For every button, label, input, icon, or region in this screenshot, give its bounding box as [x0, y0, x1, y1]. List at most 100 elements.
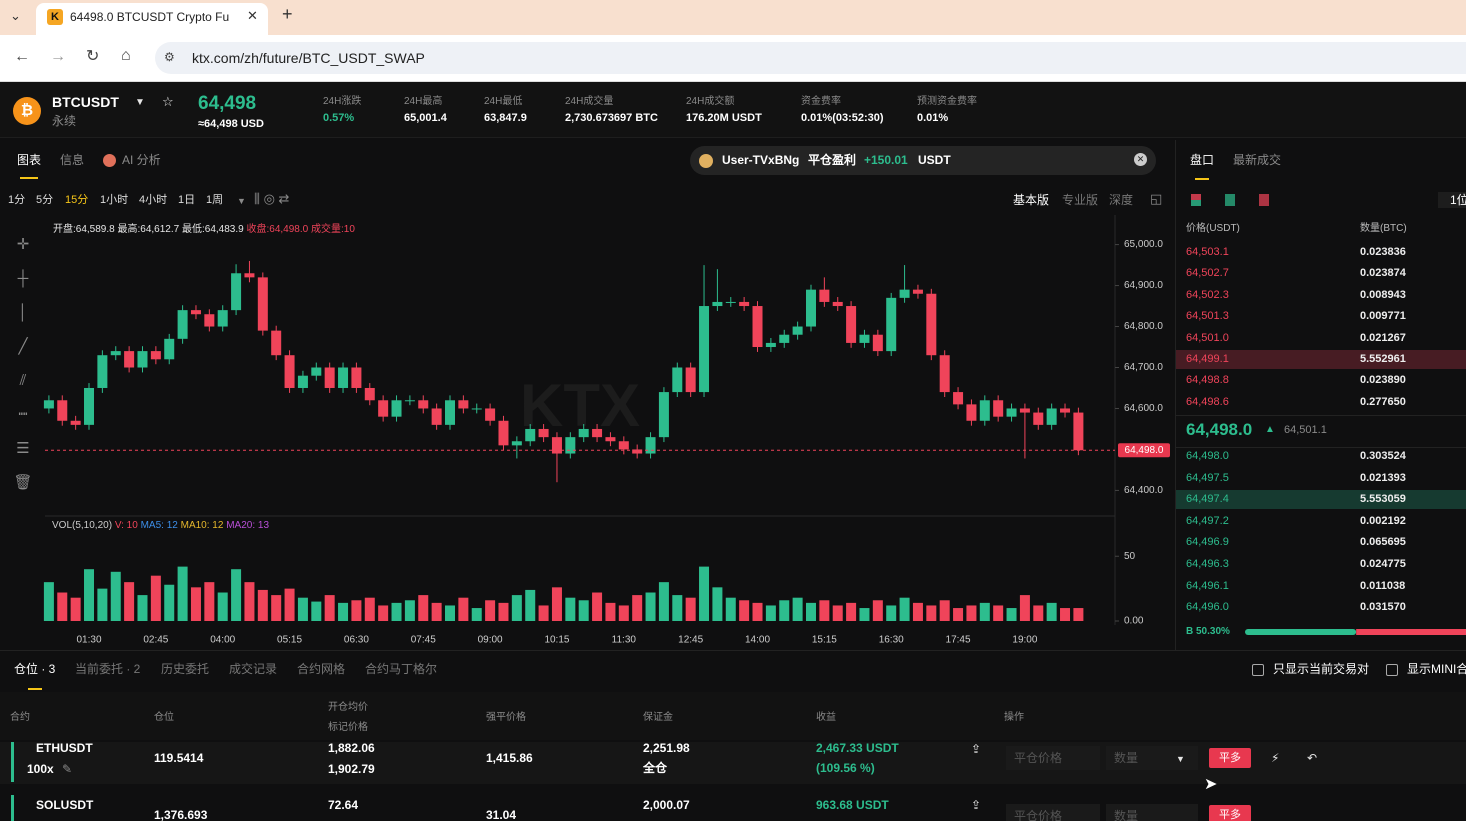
book-price[interactable]: 64,502.3: [1186, 288, 1229, 301]
tab-close[interactable]: ✕: [247, 8, 258, 23]
book-price[interactable]: 64,496.9: [1186, 536, 1229, 549]
position-symbol[interactable]: SOLUSDT: [36, 798, 94, 812]
position-symbol[interactable]: ETHUSDT: [36, 742, 93, 755]
interval[interactable]: 5分: [36, 194, 54, 206]
site-info[interactable]: ⚙: [164, 50, 175, 64]
view-tab[interactable]: 基本版: [1013, 193, 1050, 207]
book-mode[interactable]: [1191, 194, 1201, 206]
close-button[interactable]: 平多: [1209, 805, 1251, 821]
book-price[interactable]: 64,503.1: [1186, 246, 1229, 258]
candle-body: [792, 326, 803, 335]
reload-button[interactable]: ↻: [86, 48, 100, 65]
interval[interactable]: 1日: [178, 194, 196, 206]
book-tab[interactable]: 盘口: [1190, 153, 1215, 167]
ai-icon: [103, 154, 116, 167]
candle-body: [725, 301, 736, 303]
drawing-tools[interactable]: ✛ ┼ │ ╱ ⫽ ┉ ☰ 🗑: [13, 236, 33, 491]
symbol[interactable]: BTCUSDT: [52, 94, 119, 110]
candle-body: [859, 334, 870, 343]
share[interactable]: ⇪: [971, 798, 982, 812]
qty-dropdown[interactable]: ▼: [1176, 754, 1185, 764]
col-header: 保证金: [643, 712, 673, 723]
symbol-dropdown[interactable]: ▼: [135, 97, 145, 108]
chart-tab[interactable]: AI 分析: [122, 153, 161, 167]
candle-body: [979, 400, 990, 421]
back-button[interactable]: ←: [14, 48, 30, 65]
view-tab[interactable]: 专业版: [1062, 193, 1099, 207]
chart-tools[interactable]: ⫼ ◎ ⇄: [254, 191, 290, 206]
notice-close[interactable]: ✕: [1134, 153, 1147, 166]
reverse[interactable]: ↶: [1307, 751, 1318, 765]
new-tab[interactable]: +: [282, 4, 293, 24]
volume-bar: [685, 597, 696, 621]
book-price[interactable]: 64,498.0: [1186, 450, 1229, 462]
stat-label: 24H成交量: [565, 96, 614, 107]
browser-tab[interactable]: [36, 3, 268, 35]
tab-list-button[interactable]: ⌄: [10, 8, 21, 23]
position-tab[interactable]: 合约网格: [297, 662, 346, 676]
book-mode[interactable]: [1225, 194, 1235, 206]
book-price[interactable]: 64,496.3: [1186, 558, 1229, 570]
forward-button[interactable]: →: [50, 48, 66, 65]
position-tab[interactable]: 当前委托 · 2: [75, 662, 141, 676]
qty-input[interactable]: 数量: [1106, 746, 1198, 770]
book-price[interactable]: 64,498.6: [1186, 395, 1229, 408]
qty-input[interactable]: 数量: [1106, 804, 1198, 821]
precision-select[interactable]: 1位: [1438, 192, 1466, 208]
volume-bar: [177, 566, 188, 621]
volume-bar: [311, 601, 322, 621]
interval[interactable]: 1分: [8, 194, 26, 206]
volume-bar: [271, 595, 282, 621]
interval[interactable]: 1小时: [100, 194, 129, 206]
book-price[interactable]: 64,496.1: [1186, 579, 1229, 592]
x-tick-label: 15:15: [812, 635, 837, 646]
share[interactable]: ⇪: [971, 742, 982, 756]
book-mode[interactable]: [1259, 194, 1269, 206]
book-price[interactable]: 64,501.3: [1186, 310, 1229, 323]
ohlc-volume: 成交量:10: [311, 224, 355, 235]
interval-more[interactable]: ▼: [237, 196, 246, 206]
filter-checkbox[interactable]: [1386, 664, 1398, 676]
volume-bar: [244, 582, 255, 621]
entry-price: 1,882.06: [328, 742, 375, 755]
favorite-star[interactable]: ☆: [162, 94, 174, 109]
book-price[interactable]: 64,497.2: [1186, 514, 1229, 527]
volume-bar: [979, 602, 990, 621]
close-price-input[interactable]: 平仓价格: [1006, 804, 1100, 821]
book-price[interactable]: 64,501.0: [1186, 331, 1229, 344]
volume-bar: [471, 608, 482, 621]
chart-tab[interactable]: 图表: [17, 153, 42, 167]
book-price[interactable]: 64,502.7: [1186, 267, 1229, 280]
position-tab[interactable]: 合约马丁格尔: [365, 662, 438, 676]
last-price: 64,498: [198, 93, 257, 114]
volume-bar: [792, 597, 803, 621]
position-tab[interactable]: 仓位 · 3: [14, 662, 56, 676]
margin: 2,251.98: [643, 742, 690, 755]
close-price-input[interactable]: 平仓价格: [1006, 746, 1100, 770]
book-price[interactable]: 64,498.8: [1186, 374, 1229, 387]
filter-checkbox[interactable]: [1252, 664, 1264, 676]
book-price[interactable]: 64,496.0: [1186, 601, 1229, 614]
close-button[interactable]: 平多: [1209, 748, 1251, 768]
url-box[interactable]: [155, 42, 1466, 74]
volume-bar: [445, 605, 455, 621]
volume-bar: [752, 602, 763, 621]
fullscreen[interactable]: ◱: [1150, 191, 1163, 206]
book-price[interactable]: 64,497.5: [1186, 471, 1229, 484]
volume-bar: [297, 597, 308, 621]
flash-close[interactable]: ⚡: [1271, 751, 1280, 765]
position-tab[interactable]: 历史委托: [161, 662, 210, 676]
volume-bar: [525, 589, 536, 621]
position-tab[interactable]: 成交记录: [229, 662, 278, 676]
interval[interactable]: 1周: [206, 194, 224, 206]
book-price[interactable]: 64,499.1: [1186, 353, 1229, 365]
book-price[interactable]: 64,497.4: [1186, 493, 1229, 506]
view-tab[interactable]: 深度: [1109, 193, 1134, 207]
interval[interactable]: 4小时: [139, 194, 168, 206]
col-header: 操作: [1004, 712, 1024, 723]
chart-tab[interactable]: 信息: [60, 153, 85, 167]
edit-leverage[interactable]: ✎: [62, 762, 73, 776]
book-tab[interactable]: 最新成交: [1233, 153, 1282, 167]
home-button[interactable]: ⌂: [121, 47, 131, 64]
interval[interactable]: 15分: [65, 194, 89, 206]
